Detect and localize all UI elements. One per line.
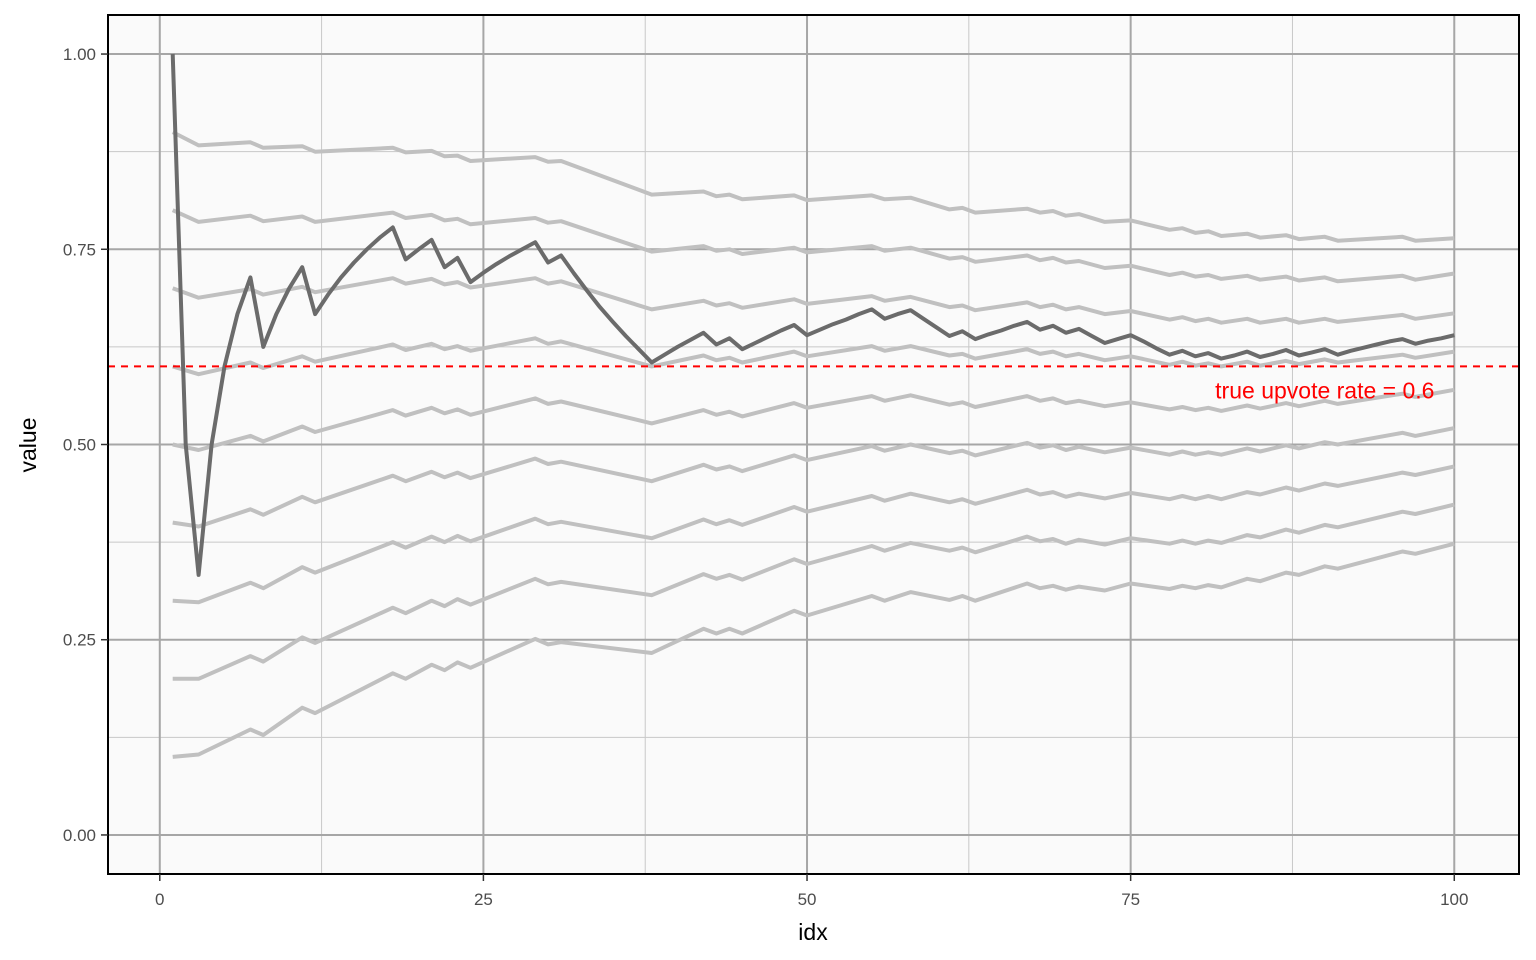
y-tick-label: 0.25 xyxy=(63,631,96,650)
y-tick-label: 0.75 xyxy=(63,240,96,259)
x-axis-title: idx xyxy=(798,919,828,945)
x-tick-label: 25 xyxy=(474,890,493,909)
x-tick-label: 0 xyxy=(155,890,164,909)
y-tick-label: 1.00 xyxy=(63,45,96,64)
background-series-line-3 xyxy=(172,276,1455,325)
background-series-line-2 xyxy=(171,208,1455,284)
axis-ticks: 0 25 50 75 100 0.00 0.25 0.50 0.75 1.00 xyxy=(63,45,1469,909)
background-series-line-6 xyxy=(172,426,1455,529)
x-tick-label: 50 xyxy=(798,890,817,909)
y-tick-label: 0.50 xyxy=(63,436,96,455)
y-axis-title: value xyxy=(15,418,41,473)
background-series-group xyxy=(171,130,1455,759)
background-series-line-8 xyxy=(172,502,1455,681)
x-tick-label: 75 xyxy=(1121,890,1140,909)
background-series-line-4 xyxy=(172,336,1455,377)
reference-line-label: true upvote rate = 0.6 xyxy=(1215,377,1434,403)
background-series-line-9 xyxy=(172,541,1455,759)
main-series-group xyxy=(170,53,1455,577)
x-tick-label: 100 xyxy=(1440,890,1468,909)
y-tick-label: 0.00 xyxy=(63,826,96,845)
background-series-line-5 xyxy=(172,387,1455,452)
background-series-line-1 xyxy=(171,130,1455,243)
reference-line-group: true upvote rate = 0.6 xyxy=(108,365,1519,403)
main-series-line xyxy=(170,53,1455,577)
background-series-line-7 xyxy=(172,464,1455,605)
